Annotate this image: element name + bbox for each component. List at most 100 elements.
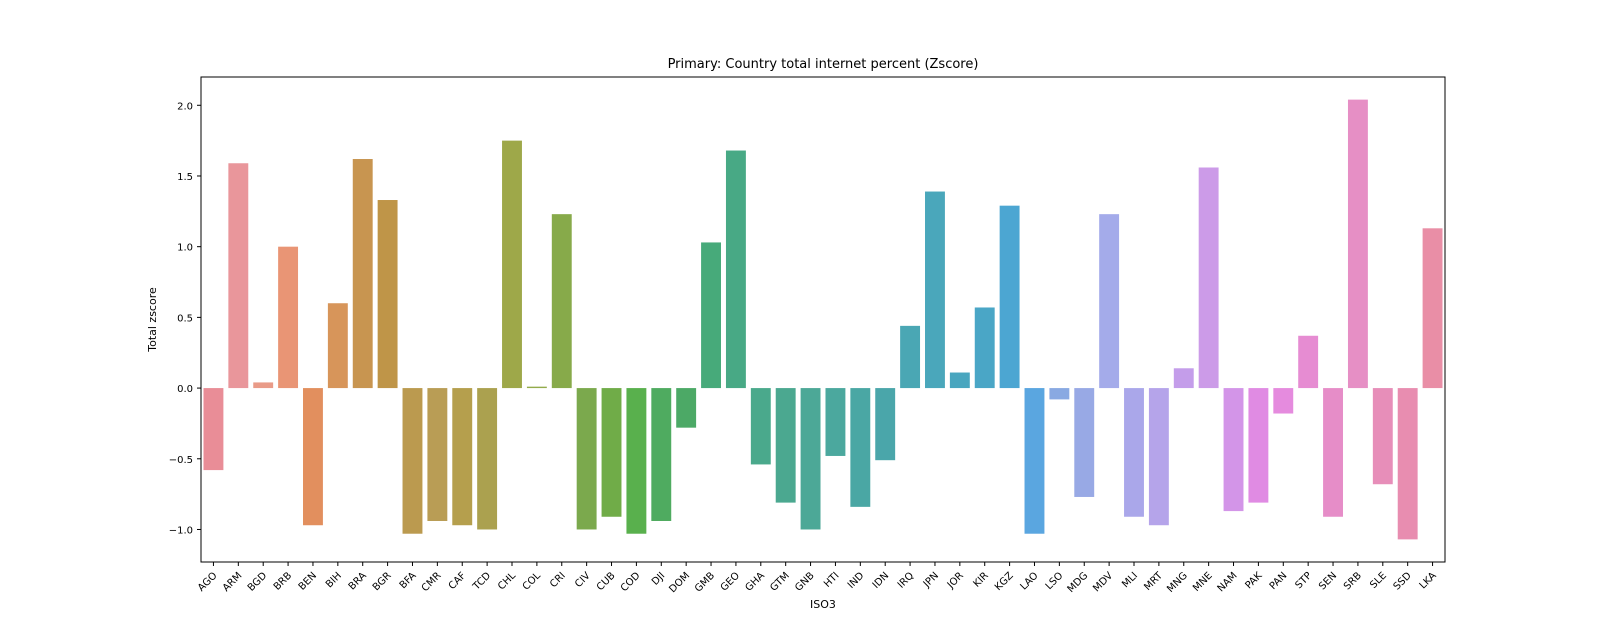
bar-cod — [626, 388, 647, 534]
x-tick-label: JPN — [921, 570, 941, 590]
x-tick-label: IND — [846, 570, 867, 591]
x-tick-label: IRQ — [896, 570, 916, 590]
x-tick-label: BGR — [371, 570, 394, 593]
bar-bgr — [377, 200, 398, 389]
x-tick-label: BGD — [246, 570, 270, 594]
bar-gnb — [800, 388, 821, 530]
x-tick-label: JOR — [945, 570, 966, 591]
x-tick-label: CRI — [548, 570, 568, 590]
x-tick-label: GMB — [693, 570, 717, 594]
bar-nam — [1223, 388, 1244, 512]
bar-kgz — [999, 205, 1020, 389]
bar-cmr — [427, 388, 448, 521]
bar-tcd — [477, 388, 498, 530]
x-tick-label: SRB — [1342, 570, 1364, 592]
x-tick-label: NAM — [1216, 570, 1240, 594]
plot-frame — [200, 76, 1446, 563]
bar-mne — [1198, 167, 1219, 389]
x-tick-label: MDG — [1066, 570, 1091, 595]
x-tick-label: CMR — [420, 570, 444, 594]
bar-mli — [1124, 388, 1144, 517]
bars-group — [203, 99, 1443, 540]
bar-gtm — [775, 388, 796, 503]
bar-dom — [676, 388, 697, 428]
bar-gmb — [701, 242, 721, 389]
x-tick-label: MNG — [1165, 570, 1190, 595]
x-tick-label: LSO — [1044, 570, 1066, 592]
y-tick-label: 0.5 — [177, 313, 193, 324]
bar-mng — [1173, 368, 1194, 389]
bar-kir — [974, 307, 995, 389]
x-tick-label: SLE — [1368, 570, 1389, 591]
bar-mdv — [1099, 214, 1120, 389]
x-axis-label: ISO3 — [810, 598, 836, 611]
x-tick-label: HTI — [822, 570, 842, 590]
y-tick-label: 1.0 — [177, 243, 193, 254]
bar-mrt — [1148, 388, 1169, 526]
bar-ben — [303, 388, 323, 526]
bar-chl — [502, 140, 522, 389]
x-tick-label: MDV — [1091, 570, 1115, 594]
bar-bih — [327, 303, 348, 389]
bar-cri — [551, 214, 572, 389]
bar-cub — [601, 388, 622, 517]
x-tick-label: COD — [619, 570, 643, 594]
x-tick-label: KIR — [971, 570, 990, 589]
x-tick-label: BRA — [347, 570, 369, 592]
x-tick-label: LKA — [1418, 570, 1439, 591]
x-tick-label: MLI — [1120, 570, 1140, 590]
x-tick-label: GTM — [768, 570, 791, 593]
y-tick-label: 0.0 — [177, 384, 193, 395]
x-tick-label: DJI — [650, 570, 667, 587]
x-tick-label: BIH — [324, 570, 344, 590]
x-tick-label: MNE — [1191, 570, 1215, 594]
bar-gha — [750, 388, 771, 465]
bar-lka — [1422, 228, 1443, 389]
x-tick-label: BRB — [272, 570, 294, 592]
x-tick-label: TCD — [470, 570, 493, 593]
y-tick-label: 2.0 — [177, 101, 193, 112]
bar-pak — [1248, 388, 1269, 503]
x-tick-label: CUB — [595, 570, 618, 593]
x-tick-label: AGO — [196, 570, 220, 594]
x-tick-label: MRT — [1142, 570, 1165, 593]
bar-arm — [228, 163, 249, 389]
bar-ssd — [1397, 388, 1418, 540]
bar-geo — [725, 150, 746, 389]
bar-lao — [1024, 388, 1045, 534]
bar-pan — [1273, 388, 1294, 414]
x-tick-label: COL — [521, 570, 544, 593]
bar-hti — [825, 388, 846, 456]
x-tick-label: GNB — [793, 570, 816, 593]
bar-col — [526, 386, 547, 389]
bar-stp — [1298, 335, 1319, 389]
x-tick-label: GHA — [744, 570, 768, 594]
bar-brb — [278, 246, 299, 389]
bar-ago — [203, 388, 224, 471]
y-axis: −1.0 −0.5 0.0 0.5 1.0 1.5 2.0 — [169, 101, 201, 536]
x-tick-label: GEO — [719, 570, 742, 593]
bar-mdg — [1074, 388, 1095, 497]
bar-irq — [900, 325, 921, 389]
x-tick-label: BFA — [398, 570, 419, 591]
bar-caf — [452, 388, 473, 526]
bar-sen — [1323, 388, 1343, 517]
bar-lso — [1049, 388, 1070, 400]
y-tick-label: 1.5 — [177, 172, 193, 183]
x-tick-label: IDN — [871, 570, 892, 591]
bar-ind — [850, 388, 871, 507]
bar-bfa — [402, 388, 423, 534]
x-tick-label: BEN — [297, 570, 319, 592]
x-tick-label: ARM — [221, 570, 245, 594]
x-tick-label: CIV — [573, 570, 593, 590]
bar-idn — [875, 388, 896, 461]
y-tick-label: −0.5 — [169, 455, 193, 466]
x-tick-label: CHL — [496, 570, 518, 592]
bar-srb — [1347, 99, 1368, 389]
x-tick-label: DOM — [667, 570, 692, 595]
bar-bgd — [253, 382, 274, 389]
x-tick-label: PAK — [1243, 570, 1264, 591]
bar-jpn — [925, 191, 945, 389]
